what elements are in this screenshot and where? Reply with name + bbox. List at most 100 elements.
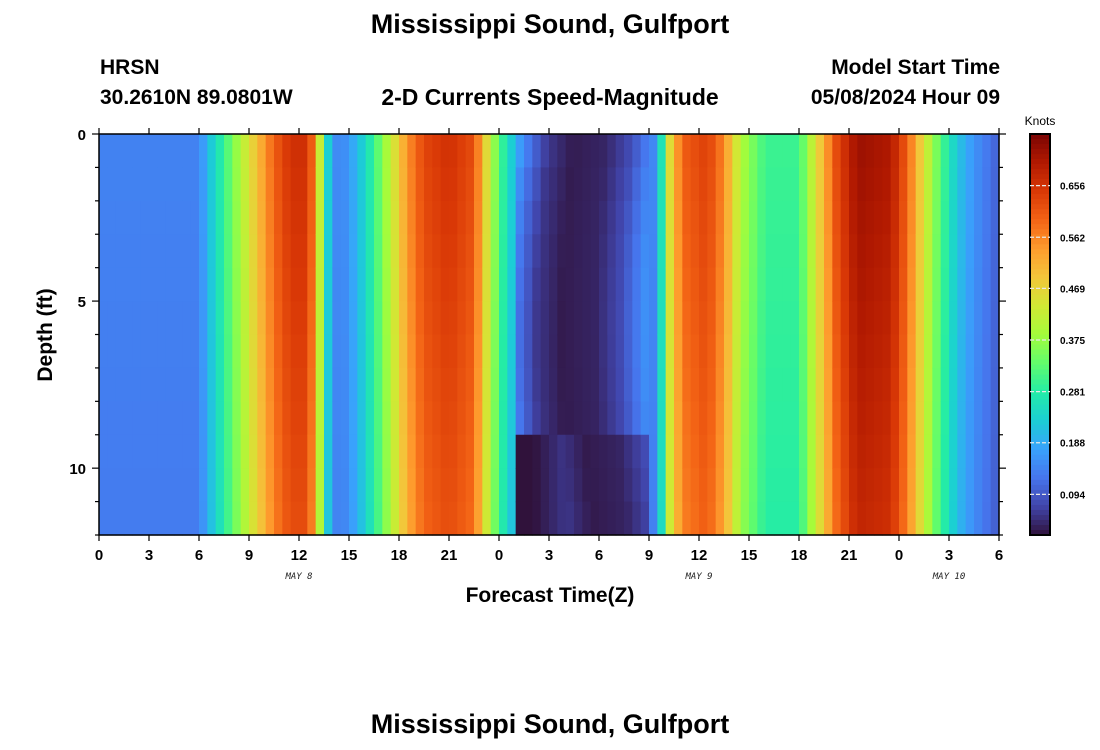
heatmap-cell	[407, 468, 417, 503]
heatmap-cell	[415, 200, 425, 235]
heatmap-cell	[282, 468, 292, 503]
heatmap-cell	[515, 167, 525, 202]
heatmap-cell	[782, 468, 792, 503]
heatmap-cell	[874, 334, 883, 369]
heatmap-cell	[915, 367, 925, 402]
colorbar-swatch	[1030, 144, 1050, 150]
heatmap-cell	[657, 234, 667, 269]
heatmap-cell	[140, 267, 150, 302]
heatmap-cell	[799, 434, 808, 469]
heatmap-cell	[857, 367, 867, 402]
heatmap-cell	[224, 134, 233, 169]
heatmap-cell	[949, 367, 958, 402]
colorbar-swatch	[1030, 394, 1050, 401]
colorbar-swatch	[1030, 364, 1050, 371]
heatmap-cell	[890, 134, 900, 169]
heatmap-cell	[949, 334, 958, 369]
heatmap-cell	[899, 501, 908, 536]
heatmap-cell	[199, 401, 208, 436]
heatmap-cell	[424, 468, 433, 503]
colorbar-swatch	[1030, 484, 1050, 491]
heatmap-cell	[357, 401, 367, 436]
heatmap-cell	[699, 501, 708, 536]
heatmap-cell	[132, 501, 142, 536]
heatmap-cell	[165, 200, 175, 235]
heatmap-cell	[357, 167, 367, 202]
heatmap-cell	[115, 200, 125, 235]
heatmap-cell	[807, 501, 817, 536]
heatmap-cell	[474, 401, 483, 436]
heatmap-cell	[857, 301, 867, 336]
heatmap-cell	[840, 234, 850, 269]
colorbar-swatch	[1030, 294, 1050, 301]
heatmap-cell	[865, 134, 875, 169]
heatmap-cell	[449, 468, 458, 503]
heatmap-cell	[424, 334, 433, 369]
heatmap-cell	[815, 167, 825, 202]
heatmap-cell	[590, 401, 600, 436]
heatmap-cell	[549, 134, 558, 169]
heatmap-cell	[557, 301, 567, 336]
heatmap-cell	[349, 167, 358, 202]
heatmap-cell	[582, 367, 592, 402]
heatmap-cell	[632, 301, 642, 336]
heatmap-cell	[465, 267, 475, 302]
heatmap-cell	[849, 167, 858, 202]
heatmap-cell	[849, 134, 858, 169]
heatmap-cell	[674, 334, 683, 369]
heatmap-cell	[165, 501, 175, 536]
heatmap-cell	[699, 134, 708, 169]
heatmap-cell	[882, 334, 892, 369]
heatmap-cell	[957, 367, 967, 402]
heatmap-cell	[857, 234, 867, 269]
heatmap-cell	[357, 134, 367, 169]
heatmap-cell	[357, 367, 367, 402]
heatmap-cell	[782, 367, 792, 402]
heatmap-cell	[632, 468, 642, 503]
colorbar-swatch	[1030, 199, 1050, 205]
heatmap-cell	[849, 334, 858, 369]
heatmap-cell	[265, 134, 275, 169]
heatmap-cell	[815, 334, 825, 369]
heatmap-cell	[890, 200, 900, 235]
heatmap-cell	[474, 434, 483, 469]
heatmap-cell	[515, 501, 525, 536]
station-coordinates: 30.2610N 89.0801W	[100, 86, 293, 109]
heatmap-cell	[282, 167, 292, 202]
heatmap-cell	[507, 334, 517, 369]
heatmap-cell	[815, 367, 825, 402]
heatmap-cell	[324, 234, 333, 269]
heatmap-cell	[749, 301, 758, 336]
heatmap-cell	[940, 267, 950, 302]
chart-title: Mississippi Sound, Gulfport	[370, 9, 730, 39]
heatmap-cell	[924, 200, 933, 235]
colorbar-swatch	[1030, 384, 1050, 391]
heatmap-cell	[315, 167, 325, 202]
heatmap-cell	[349, 501, 358, 536]
heatmap-cell	[215, 200, 225, 235]
heatmap-cell	[465, 367, 475, 402]
colorbar-swatch	[1030, 319, 1050, 326]
heatmap-cell	[640, 334, 650, 369]
chart-subtitle: 2-D Currents Speed-Magnitude	[381, 84, 719, 110]
heatmap-cell	[482, 134, 492, 169]
heatmap-cell	[465, 468, 475, 503]
heatmap-cell	[757, 267, 767, 302]
heatmap-cell	[665, 134, 675, 169]
heatmap-cell	[882, 401, 892, 436]
heatmap-cell	[107, 301, 117, 336]
heatmap-cell	[440, 468, 450, 503]
colorbar-swatch	[1030, 179, 1050, 185]
heatmap-cell	[424, 401, 433, 436]
heatmap-cell	[474, 234, 483, 269]
heatmap-cell	[799, 134, 808, 169]
heatmap-cell	[415, 501, 425, 536]
heatmap-cell	[449, 367, 458, 402]
heatmap-cell	[690, 434, 700, 469]
heatmap-cell	[649, 501, 658, 536]
heatmap-cell	[524, 334, 533, 369]
heatmap-cell	[849, 267, 858, 302]
heatmap-cell	[99, 167, 108, 202]
heatmap-cell	[824, 501, 833, 536]
heatmap-cell	[782, 167, 792, 202]
